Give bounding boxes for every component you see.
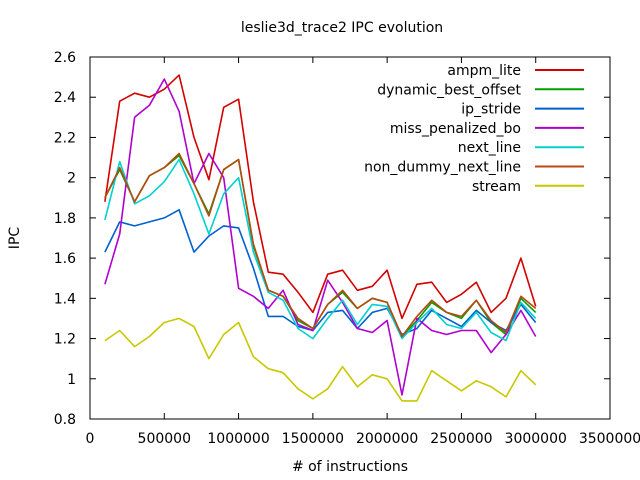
- y-tick-label: 1.4: [54, 291, 76, 307]
- series-line-non-dummy-next-line: [104, 152, 537, 338]
- legend-label: ip_stride: [461, 102, 521, 118]
- y-tick-label: 2.4: [54, 90, 76, 106]
- series-line-ip-stride: [104, 209, 537, 336]
- series-lines: [104, 74, 537, 402]
- x-tick-label: 1500000: [282, 431, 344, 447]
- x-tick-label: 500000: [138, 431, 191, 447]
- legend-label: stream: [472, 179, 521, 195]
- x-axis: 0 500000 1000000 1500000 2000000 2500000 30000…: [86, 57, 640, 447]
- y-tick-label: 2.2: [54, 130, 76, 146]
- y-tick-label: 0.8: [54, 412, 76, 428]
- series-line-next-line: [104, 158, 537, 342]
- plot-frame: [89, 56, 611, 420]
- legend-label: ampm_lite: [447, 63, 521, 79]
- y-tick-label: 1: [67, 372, 76, 388]
- y-axis-label: IPC: [7, 227, 23, 250]
- legend: ampm_lite dynamic_best_offset ip_stridemis…: [364, 63, 584, 195]
- legend-label: next_line: [458, 140, 521, 156]
- legend-label: dynamic_best_offset: [377, 82, 521, 98]
- chart-title: leslie3d_trace2 IPC evolution: [241, 20, 443, 36]
- series-line-ampm-lite: [104, 74, 537, 320]
- x-tick-label: 2500000: [430, 431, 492, 447]
- x-tick-label: 1000000: [207, 431, 269, 447]
- y-tick-label: 1.6: [54, 251, 76, 267]
- y-axis: 0.8 1 1.2 1.4 1.6 1.8 2 2.2 2.4 2.6: [54, 50, 610, 428]
- y-tick-label: 2: [67, 171, 76, 187]
- x-tick-label: 3500000: [579, 431, 640, 447]
- y-tick-label: 2.6: [54, 50, 76, 66]
- legend-label: non_dummy_next_line: [364, 160, 521, 176]
- series-line-miss-penalized-bo: [104, 78, 537, 396]
- y-tick-label: 1.8: [54, 211, 76, 227]
- x-tick-label: 0: [86, 431, 95, 447]
- y-tick-label: 1.2: [54, 332, 76, 348]
- x-tick-label: 2000000: [356, 431, 418, 447]
- legend-label: miss_penalized_bo: [390, 121, 521, 137]
- x-tick-label: 3000000: [505, 431, 567, 447]
- x-axis-label: # of instructions: [292, 459, 408, 475]
- series-line-stream: [104, 317, 537, 402]
